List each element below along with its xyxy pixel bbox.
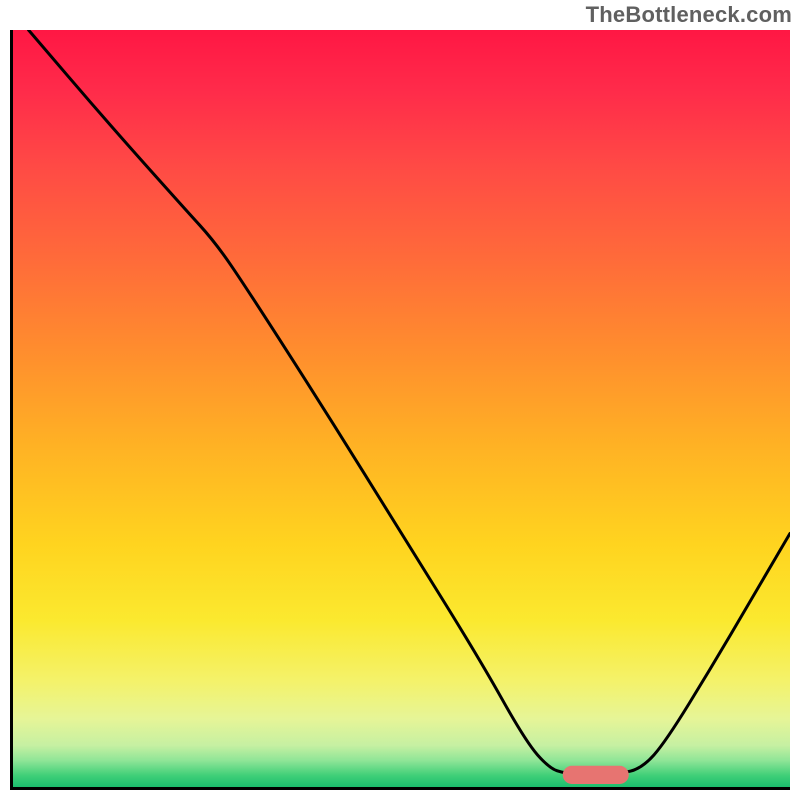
plot-area bbox=[10, 30, 790, 790]
watermark-text: TheBottleneck.com bbox=[586, 2, 792, 28]
optimal-range-marker bbox=[563, 766, 629, 784]
plot-svg bbox=[10, 30, 790, 790]
chart-container: TheBottleneck.com bbox=[0, 0, 800, 800]
gradient-background bbox=[13, 30, 790, 787]
